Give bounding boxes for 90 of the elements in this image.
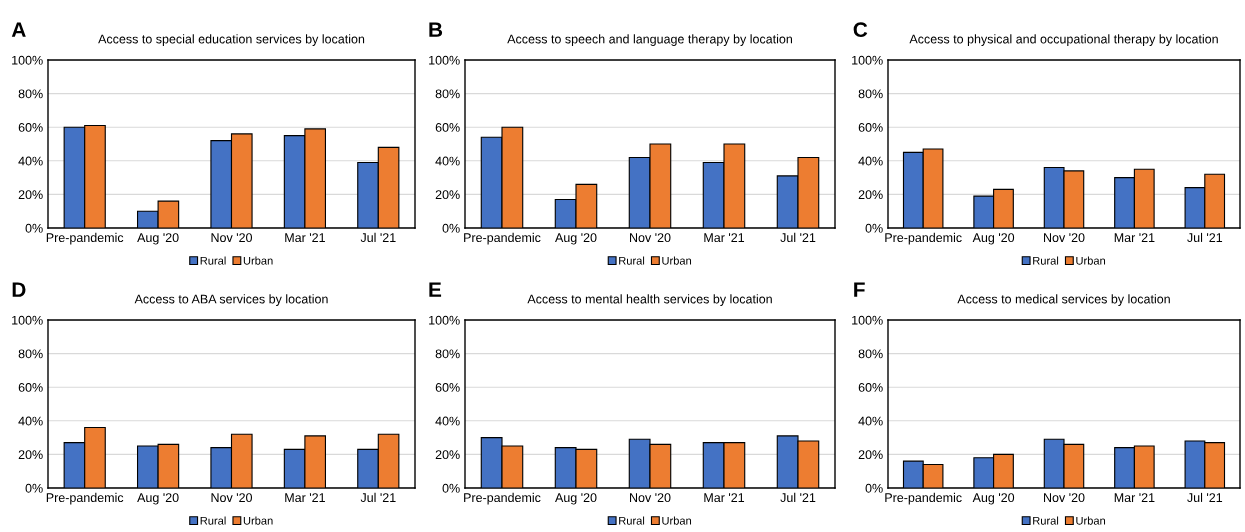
y-tick-label: 60% <box>435 383 460 392</box>
x-tick-label: Jul '21 <box>780 492 816 503</box>
x-tick-label: Aug '20 <box>137 233 179 245</box>
legend-label: Urban <box>662 516 692 525</box>
legend-label: Urban <box>243 256 273 265</box>
x-tick-label: Nov '20 <box>211 233 253 243</box>
y-tick-label: 40% <box>18 156 43 166</box>
chart-title: Access to special education services by location <box>98 34 365 46</box>
y-tick-label: 40% <box>858 416 883 426</box>
y-tick-label: 100% <box>429 315 460 325</box>
legend-label: Rural <box>619 256 645 265</box>
x-tick-label: Nov '20 <box>1044 233 1085 243</box>
text: E <box>429 282 442 297</box>
text: A <box>11 22 26 37</box>
y-tick-label: 20% <box>18 190 43 200</box>
y-tick-label: 60% <box>18 383 43 392</box>
x-tick-label: Pre-pandemic <box>46 232 124 245</box>
x-tick-label: Mar '21 <box>1114 233 1155 243</box>
y-tick-label: 80% <box>858 89 883 99</box>
y-tick-label: 0% <box>865 483 883 493</box>
x-tick-label: Nov '20 <box>630 493 671 503</box>
x-tick-label: Jul '21 <box>360 232 396 243</box>
x-tick-label: Mar '21 <box>704 493 745 503</box>
x-tick-label: Jul '21 <box>1187 232 1223 243</box>
legend-label: Rural <box>200 516 226 525</box>
x-tick-label: Mar '21 <box>285 233 325 243</box>
x-tick-label: Mar '21 <box>704 233 745 243</box>
chart-title: Access to physical and occupational therapy by location <box>909 34 1218 46</box>
y-tick-label: 100% <box>852 55 883 65</box>
y-tick-label: 20% <box>435 450 460 460</box>
x-tick-label: Aug '20 <box>972 493 1015 505</box>
x-tick-label: Nov '20 <box>211 493 253 503</box>
legend-label: Urban <box>1076 516 1106 525</box>
x-tick-label: Aug '20 <box>137 493 179 505</box>
y-tick-label: 20% <box>858 190 883 200</box>
y-tick-label: 100% <box>12 315 43 325</box>
chart-title: Access to mental health services by location <box>527 294 772 306</box>
y-tick-label: 60% <box>18 123 43 132</box>
legend-label: Urban <box>1076 256 1106 265</box>
y-tick-label: 80% <box>435 89 460 99</box>
y-tick-label: 60% <box>858 383 883 392</box>
y-tick-label: 0% <box>865 223 883 233</box>
chart-title: Access to medical services by location <box>957 294 1170 306</box>
x-tick-label: Aug '20 <box>555 233 597 245</box>
y-tick-label: 0% <box>442 223 460 233</box>
x-tick-label: Jul '21 <box>1187 492 1223 503</box>
y-tick-label: 40% <box>435 416 460 426</box>
y-tick-label: 20% <box>435 190 460 200</box>
y-tick-label: 20% <box>18 450 43 460</box>
x-tick-label: Pre-pandemic <box>885 492 962 505</box>
y-tick-label: 80% <box>435 349 460 359</box>
y-tick-label: 100% <box>852 315 883 325</box>
text: B <box>429 22 443 37</box>
y-tick-label: 100% <box>429 55 460 65</box>
x-tick-label: Nov '20 <box>630 233 671 243</box>
y-tick-label: 80% <box>858 349 883 359</box>
y-tick-label: 80% <box>18 349 43 359</box>
y-tick-label: 40% <box>18 416 43 426</box>
y-tick-label: 40% <box>435 156 460 166</box>
x-tick-label: Aug '20 <box>555 493 597 505</box>
y-tick-label: 100% <box>12 55 43 65</box>
y-tick-label: 20% <box>858 450 883 460</box>
x-tick-label: Pre-pandemic <box>46 492 124 505</box>
y-tick-label: 40% <box>858 156 883 166</box>
text: D <box>12 282 26 297</box>
legend-label: Rural <box>1033 256 1059 265</box>
legend-label: Urban <box>662 256 692 265</box>
legend-label: Rural <box>200 256 226 265</box>
legend-label: Rural <box>1033 516 1059 525</box>
x-tick-label: Pre-pandemic <box>885 232 962 245</box>
text: F <box>854 282 865 297</box>
x-tick-label: Pre-pandemic <box>464 232 541 245</box>
y-tick-label: 60% <box>858 123 883 132</box>
chart-title: Access to ABA services by location <box>134 294 328 306</box>
x-tick-label: Jul '21 <box>780 232 816 243</box>
x-tick-label: Nov '20 <box>1044 493 1085 503</box>
y-tick-label: 80% <box>18 89 43 99</box>
x-tick-label: Jul '21 <box>360 492 396 503</box>
text: C <box>853 22 868 38</box>
x-tick-label: Aug '20 <box>972 233 1015 245</box>
x-tick-label: Pre-pandemic <box>464 492 541 505</box>
y-tick-label: 0% <box>25 223 43 233</box>
chart-title: Access to speech and language therapy by location <box>507 34 792 46</box>
legend-label: Urban <box>243 516 273 525</box>
legend-label: Rural <box>619 516 645 525</box>
x-tick-label: Mar '21 <box>285 493 325 503</box>
y-tick-label: 0% <box>25 483 43 493</box>
y-tick-label: 0% <box>442 483 460 493</box>
y-tick-label: 60% <box>435 123 460 132</box>
x-tick-label: Mar '21 <box>1114 493 1155 503</box>
